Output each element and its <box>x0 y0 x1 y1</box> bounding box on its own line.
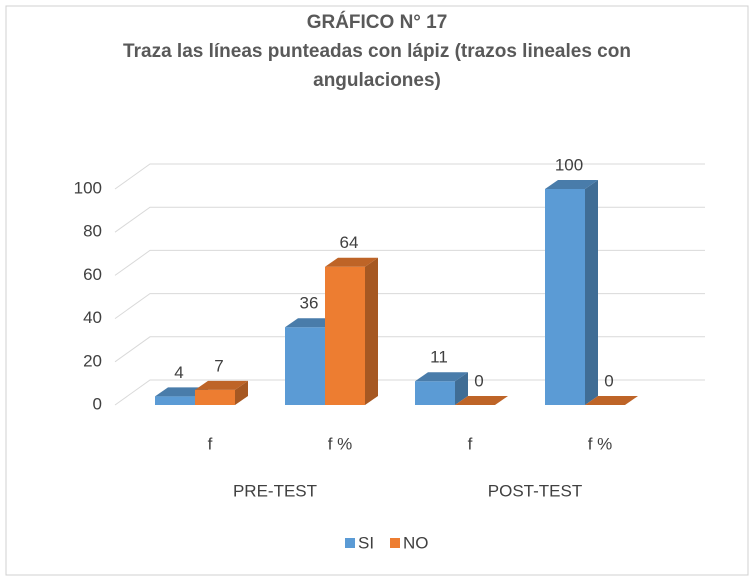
grid-line <box>114 293 705 320</box>
bar-side <box>365 257 378 405</box>
grid-line <box>114 206 705 233</box>
data-label: 0 <box>474 371 483 390</box>
bar-top <box>585 396 638 405</box>
y-tick-label: 0 <box>93 394 102 413</box>
grid-line <box>114 336 705 363</box>
bar-top <box>195 380 248 390</box>
bar-top <box>325 257 378 267</box>
bar-top <box>285 318 338 328</box>
data-label: 11 <box>430 348 448 367</box>
data-label: 0 <box>604 371 613 390</box>
bar <box>325 266 365 405</box>
x-tick-label: f <box>468 434 473 453</box>
bar <box>195 389 235 405</box>
data-label: 100 <box>555 155 583 174</box>
y-tick-label: 20 <box>83 351 102 370</box>
grid-line <box>114 249 705 276</box>
chart-title: GRÁFICO N° 17 <box>306 12 448 33</box>
bar-top <box>455 396 508 405</box>
bar-top <box>415 372 468 382</box>
data-label: 64 <box>340 233 359 252</box>
y-tick-label: 40 <box>83 308 102 327</box>
group-label: POST-TEST <box>488 481 582 500</box>
titles: GRÁFICO N° 17 Traza las líneas punteadas… <box>97 8 657 95</box>
grid-line <box>114 163 705 190</box>
y-tick-label: 60 <box>83 265 102 284</box>
bar <box>285 327 325 405</box>
chart-subtitle: Traza las líneas punteadas con lápiz (tr… <box>123 41 631 91</box>
legend-label: SI <box>358 533 374 552</box>
legend-swatch <box>345 538 355 548</box>
y-tick-label: 100 <box>74 178 102 197</box>
bar <box>415 381 455 405</box>
bar-side <box>235 380 248 405</box>
legend-swatch <box>390 538 400 548</box>
bar <box>155 396 195 405</box>
grid-line <box>114 379 705 406</box>
bar-top <box>155 387 208 397</box>
legend-label: NO <box>403 533 429 552</box>
data-label: 4 <box>174 363 183 382</box>
data-label: 36 <box>300 294 319 313</box>
x-tick-label: f <box>208 434 213 453</box>
bar-top <box>545 180 598 189</box>
chart-border <box>5 5 749 576</box>
y-tick-label: 80 <box>83 222 102 241</box>
bar-side <box>585 180 598 405</box>
x-tick-label: f % <box>328 434 353 453</box>
bar-side <box>455 372 468 405</box>
bar <box>545 189 585 405</box>
data-label: 7 <box>214 356 223 375</box>
x-tick-label: f % <box>588 434 613 453</box>
group-label: PRE-TEST <box>233 481 317 500</box>
